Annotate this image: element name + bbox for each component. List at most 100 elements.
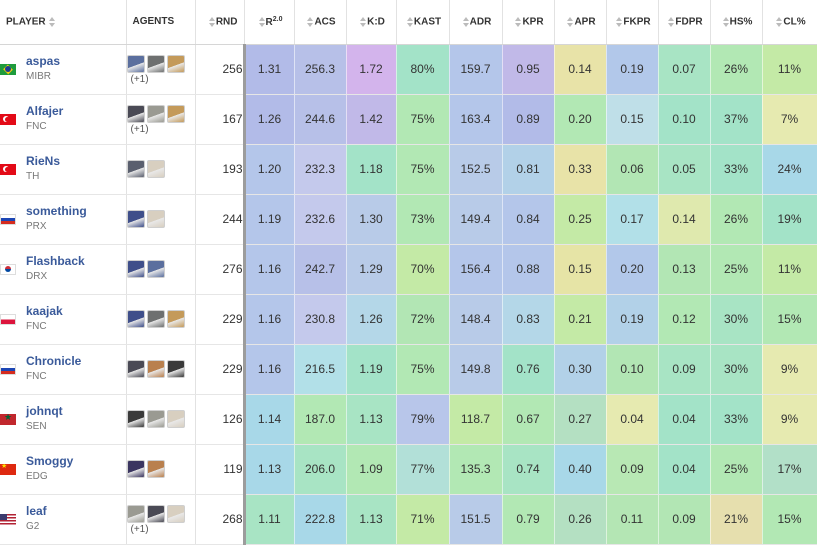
- player-link[interactable]: kaajak FNC: [0, 304, 126, 334]
- acs-cell: 222.8: [294, 494, 347, 545]
- player-link[interactable]: RieNs TH: [0, 154, 126, 184]
- player-cell: Smoggy EDG: [0, 444, 127, 495]
- player-team: TH: [26, 171, 40, 182]
- agent-icon: [166, 504, 185, 523]
- kd-cell: 1.30: [346, 194, 397, 245]
- adr-cell: 152.5: [449, 144, 503, 195]
- fdpr-cell: 0.14: [658, 194, 711, 245]
- fkpr-cell: 0.17: [606, 194, 659, 245]
- player-name[interactable]: kaajak: [26, 304, 63, 318]
- col-header-agents-label: AGENTS: [132, 16, 175, 28]
- col-header-kpr[interactable]: KPR: [502, 0, 555, 45]
- cl-cell: 11%: [762, 44, 817, 95]
- kd-cell: 1.09: [346, 444, 397, 495]
- kpr-cell: 0.74: [502, 444, 555, 495]
- kast-cell: 75%: [396, 144, 450, 195]
- col-header-rating[interactable]: R2.0: [244, 0, 295, 45]
- rounds-cell: 193: [195, 144, 246, 195]
- sort-icon: [514, 16, 522, 28]
- col-header-hs-label: HS%: [729, 16, 753, 28]
- col-header-fdpr[interactable]: FDPR: [658, 0, 711, 45]
- player-name[interactable]: Chronicle: [26, 354, 82, 368]
- cl-cell: 24%: [762, 144, 817, 195]
- agents-cell: (+1): [126, 44, 196, 95]
- fdpr-cell: 0.05: [658, 144, 711, 195]
- col-header-kpr-label: KPR: [522, 16, 544, 28]
- cl-cell: 17%: [762, 444, 817, 495]
- player-link[interactable]: Alfajer FNC: [0, 104, 126, 134]
- table-row: Flashback DRX 276 1.16 242.7 1.29 70% 15…: [0, 244, 817, 295]
- kast-cell: 70%: [396, 244, 450, 295]
- player-link[interactable]: johnqt SEN: [0, 404, 126, 434]
- col-header-player[interactable]: PLAYER: [0, 0, 127, 45]
- player-name[interactable]: johnqt: [26, 404, 63, 418]
- player-info: Alfajer FNC: [26, 104, 63, 134]
- player-name[interactable]: aspas: [26, 54, 61, 68]
- player-link[interactable]: something PRX: [0, 204, 126, 234]
- apr-cell: 0.33: [554, 144, 607, 195]
- player-name[interactable]: Flashback: [26, 254, 85, 268]
- player-link[interactable]: Chronicle FNC: [0, 354, 126, 384]
- acs-cell: 232.6: [294, 194, 347, 245]
- sort-icon: [462, 16, 470, 28]
- col-header-kast[interactable]: KAST: [396, 0, 450, 45]
- col-header-acs[interactable]: ACS: [294, 0, 347, 45]
- player-team: G2: [26, 521, 40, 532]
- player-link[interactable]: Smoggy EDG: [0, 454, 126, 484]
- player-link[interactable]: leaf G2: [0, 504, 126, 534]
- player-info: Chronicle FNC: [26, 354, 81, 384]
- col-header-hs[interactable]: HS%: [710, 0, 763, 45]
- table-row: Alfajer FNC (+1) 167 1.26 244.6 1.42 75%…: [0, 94, 817, 145]
- more-agents-count: (+1): [130, 523, 149, 535]
- player-cell: something PRX: [0, 194, 127, 245]
- rating-cell: 1.16: [244, 244, 295, 295]
- acs-cell: 232.3: [294, 144, 347, 195]
- adr-cell: 149.4: [449, 194, 503, 245]
- col-header-rnd[interactable]: RND: [195, 0, 245, 45]
- rating-cell: 1.13: [244, 444, 295, 495]
- col-header-cl[interactable]: CL%: [762, 0, 817, 45]
- rounds-cell: 229: [195, 294, 246, 345]
- agent-icon: [146, 410, 165, 428]
- kpr-cell: 0.79: [502, 494, 555, 545]
- sort-icon: [208, 16, 216, 28]
- player-name[interactable]: leaf: [26, 504, 47, 518]
- player-info: kaajak FNC: [26, 304, 63, 334]
- agent-icon: [146, 460, 165, 478]
- player-link[interactable]: Flashback DRX: [0, 254, 126, 284]
- cl-cell: 9%: [762, 344, 817, 395]
- player-info: something PRX: [26, 204, 87, 234]
- player-team: FNC: [26, 371, 47, 382]
- col-header-kd[interactable]: K:D: [346, 0, 397, 45]
- col-header-apr[interactable]: APR: [554, 0, 607, 45]
- fkpr-cell: 0.10: [606, 344, 659, 395]
- sort-icon: [306, 16, 314, 28]
- agent-icon: [126, 54, 145, 73]
- player-name[interactable]: RieNs: [26, 154, 61, 168]
- col-header-fkpr[interactable]: FKPR: [606, 0, 659, 45]
- rating-cell: 1.16: [244, 344, 295, 395]
- kast-cell: 77%: [396, 444, 450, 495]
- player-cell: Flashback DRX: [0, 244, 127, 295]
- kpr-cell: 0.76: [502, 344, 555, 395]
- kpr-cell: 0.83: [502, 294, 555, 345]
- more-agents-count: (+1): [130, 73, 149, 85]
- player-cell: Chronicle FNC: [0, 344, 127, 395]
- player-name[interactable]: something: [26, 204, 87, 218]
- fkpr-cell: 0.19: [606, 294, 659, 345]
- hs-cell: 25%: [710, 244, 763, 295]
- player-team: FNC: [26, 321, 47, 332]
- apr-cell: 0.26: [554, 494, 607, 545]
- player-name[interactable]: Alfajer: [26, 104, 64, 118]
- player-team: PRX: [26, 221, 47, 232]
- apr-cell: 0.25: [554, 194, 607, 245]
- player-name[interactable]: Smoggy: [26, 454, 74, 468]
- player-link[interactable]: aspas MIBR: [0, 54, 126, 84]
- agent-icon: [126, 460, 145, 478]
- rating-cell: 1.20: [244, 144, 295, 195]
- col-header-adr[interactable]: ADR: [449, 0, 503, 45]
- adr-cell: 135.3: [449, 444, 503, 495]
- agents-cell: (+1): [126, 94, 196, 145]
- apr-cell: 0.27: [554, 394, 607, 445]
